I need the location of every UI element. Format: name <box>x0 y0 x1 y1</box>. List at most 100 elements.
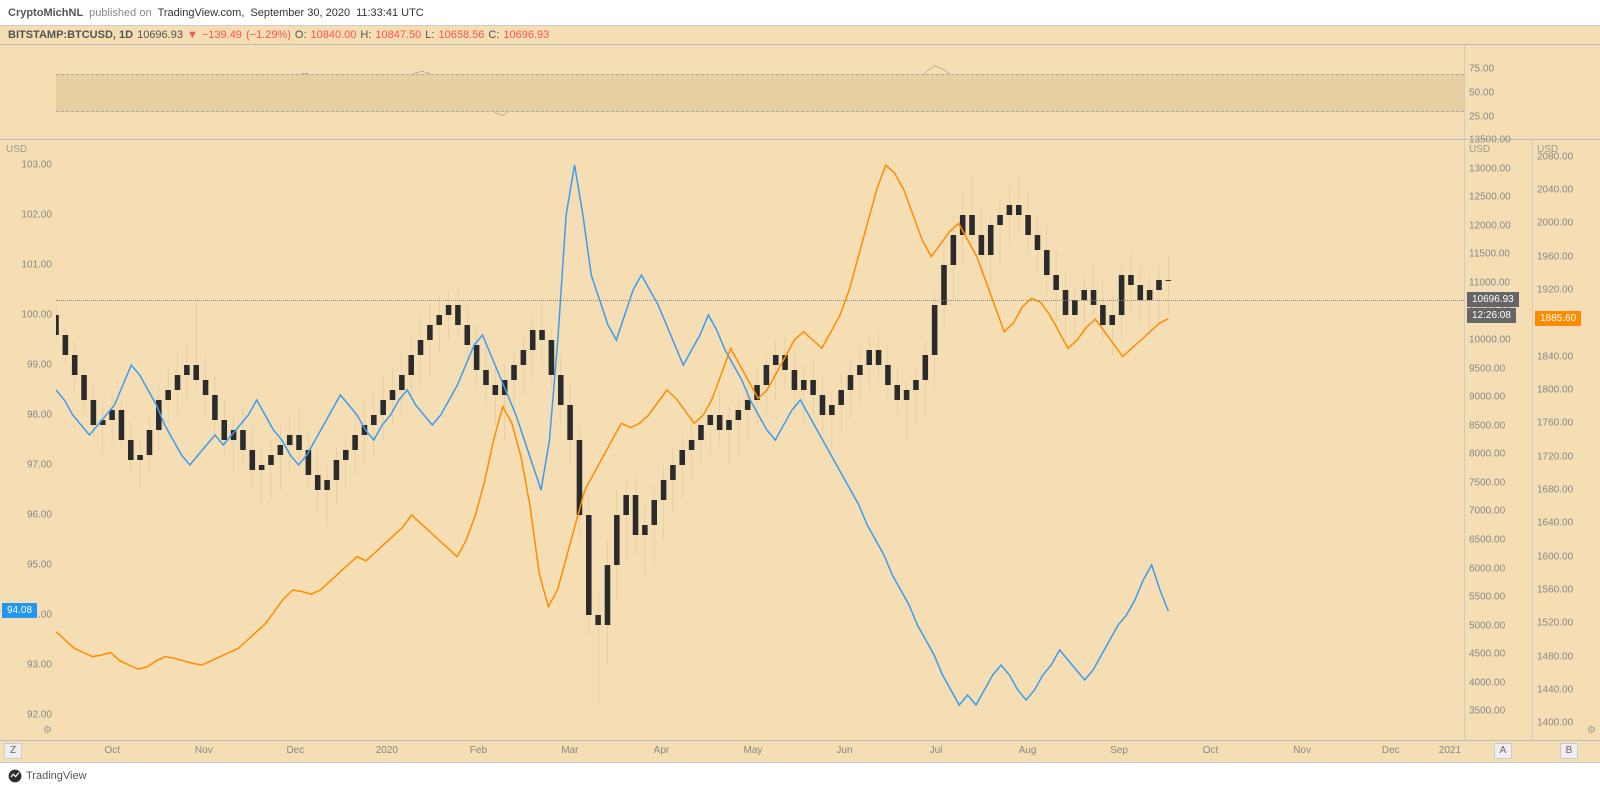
r2-tick: 1760.00 <box>1537 418 1573 429</box>
left-tick: 103.00 <box>21 160 52 171</box>
r1-tick: 9500.00 <box>1469 363 1505 374</box>
close-label: C: <box>488 29 499 41</box>
r2-tick: 1840.00 <box>1537 351 1573 362</box>
tv-logo-icon <box>8 769 22 783</box>
left-axis-unit: USD <box>6 144 27 155</box>
left-tick: 93.00 <box>27 660 52 671</box>
r1-tick: 7500.00 <box>1469 477 1505 488</box>
r1-tick: 12000.00 <box>1469 220 1511 231</box>
r2-tick: 1920.00 <box>1537 285 1573 296</box>
rsi-tick: 50.00 <box>1469 88 1494 99</box>
x-tick: 2020 <box>376 745 398 756</box>
last-price: 10696.93 <box>137 29 183 41</box>
x-tick: Feb <box>470 745 487 756</box>
left-tick: 98.00 <box>27 410 52 421</box>
r1-tick: 6000.00 <box>1469 563 1505 574</box>
zoom-reset-button[interactable]: Z <box>4 743 22 759</box>
r2-tick: 1600.00 <box>1537 551 1573 562</box>
r2-tick: 1560.00 <box>1537 585 1573 596</box>
rsi-chart-area <box>56 45 1464 139</box>
r1-tick: 11000.00 <box>1469 277 1510 288</box>
r1-tick: 6500.00 <box>1469 535 1505 546</box>
r1-axis-unit: USD <box>1469 144 1490 155</box>
rsi-tick: 25.00 <box>1469 112 1494 123</box>
main-chart-pane[interactable]: USD ⚙ 103.00102.00101.00100.0099.0098.00… <box>0 140 1600 740</box>
r1-tick: 11500.00 <box>1469 249 1510 260</box>
x-tick: Oct <box>105 745 121 756</box>
site-name: TradingView.com, <box>158 7 245 19</box>
publish-time: 11:33:41 UTC <box>356 7 424 19</box>
close-value: 10696.93 <box>503 29 549 41</box>
r1-tick: 12500.00 <box>1469 192 1511 203</box>
r2-tick: 1960.00 <box>1537 251 1573 262</box>
left-tick: 97.00 <box>27 460 52 471</box>
x-tick: Dec <box>286 745 304 756</box>
r2-tick: 1440.00 <box>1537 685 1573 696</box>
r1-tick: 3500.00 <box>1469 706 1505 717</box>
x-tick: Nov <box>195 745 213 756</box>
author-name: CryptoMichNL <box>8 7 83 19</box>
x-tick: Jul <box>930 745 943 756</box>
rsi-band <box>56 74 1464 112</box>
main-chart-area <box>56 140 1464 740</box>
x-tick: Apr <box>654 745 670 756</box>
x-tick: Dec <box>1382 745 1400 756</box>
symbol-info-bar: BITSTAMP:BTCUSD, 1D 10696.93 ▼ −139.49 (… <box>0 26 1600 44</box>
x-axis: Z A B Oct Nov Dec 2020 Feb Mar Apr May Jun Jul Aug… <box>0 740 1600 762</box>
published-prefix: published on <box>89 7 151 19</box>
r2-tick: 1680.00 <box>1537 485 1573 496</box>
r1-tick: 9000.00 <box>1469 392 1505 403</box>
left-tick: 95.00 <box>27 560 52 571</box>
x-tick: Jun <box>836 745 852 756</box>
open-value: 10840.00 <box>311 29 357 41</box>
r1-tick: 13000.00 <box>1469 163 1511 174</box>
r1-tick: 13500.00 <box>1469 135 1511 146</box>
left-tick: 96.00 <box>27 510 52 521</box>
low-value: 10658.56 <box>438 29 484 41</box>
r1-tick: 5000.00 <box>1469 620 1505 631</box>
scale-a-button[interactable]: A <box>1494 743 1512 759</box>
change-value: −139.49 <box>202 29 242 41</box>
r2-tick: 1640.00 <box>1537 518 1573 529</box>
x-tick: May <box>744 745 763 756</box>
x-tick: Mar <box>561 745 578 756</box>
right-y-axis-2: USD ⚙ 2080.002040.002000.001960.001920.0… <box>1532 140 1600 740</box>
symbol-label: BITSTAMP:BTCUSD, 1D <box>8 29 133 41</box>
tradingview-logo[interactable]: TradingView <box>8 769 87 783</box>
right-y-axis-1: USD 13500.0013000.0012500.0012000.001150… <box>1464 140 1532 740</box>
r1-tick: 4500.00 <box>1469 649 1505 660</box>
r1-tick: 7000.00 <box>1469 506 1505 517</box>
publish-date: September 30, 2020 <box>250 7 350 19</box>
x-tick: Aug <box>1019 745 1037 756</box>
r1-tick: 5500.00 <box>1469 592 1505 603</box>
current-price-badge: 10696.93 <box>1467 292 1519 307</box>
tv-logo-text: TradingView <box>26 770 87 782</box>
high-value: 10847.50 <box>375 29 421 41</box>
change-pct: (−1.29%) <box>246 29 291 41</box>
high-label: H: <box>360 29 371 41</box>
x-tick: 2021 <box>1439 745 1461 756</box>
price-dotted-line <box>56 300 1464 301</box>
publish-header: CryptoMichNL published on TradingView.co… <box>0 0 1600 26</box>
r2-tick: 2080.00 <box>1537 151 1573 162</box>
rsi-y-axis: 75.0050.0025.00 <box>1464 45 1600 139</box>
down-arrow-icon: ▼ <box>187 29 198 41</box>
x-tick: Sep <box>1110 745 1128 756</box>
r2-tick: 2000.00 <box>1537 218 1573 229</box>
orange-price-badge: 1885.60 <box>1535 311 1581 326</box>
r1-tick: 10000.00 <box>1469 335 1511 346</box>
scale-b-button[interactable]: B <box>1560 743 1578 759</box>
r1-tick: 4000.00 <box>1469 677 1505 688</box>
countdown-badge: 12:26:08 <box>1467 308 1516 323</box>
left-price-badge: 94.08 <box>2 603 37 618</box>
rsi-pane[interactable]: 75.0050.0025.00 <box>0 44 1600 140</box>
left-tick: 92.00 <box>27 710 52 721</box>
left-tick: 102.00 <box>21 210 52 221</box>
low-label: L: <box>425 29 434 41</box>
left-tick: 101.00 <box>21 260 52 271</box>
r2-tick: 1480.00 <box>1537 651 1573 662</box>
r2-tick: 1520.00 <box>1537 618 1573 629</box>
footer-bar: TradingView <box>0 762 1600 788</box>
r1-tick: 8500.00 <box>1469 420 1505 431</box>
left-tick: 99.00 <box>27 360 52 371</box>
